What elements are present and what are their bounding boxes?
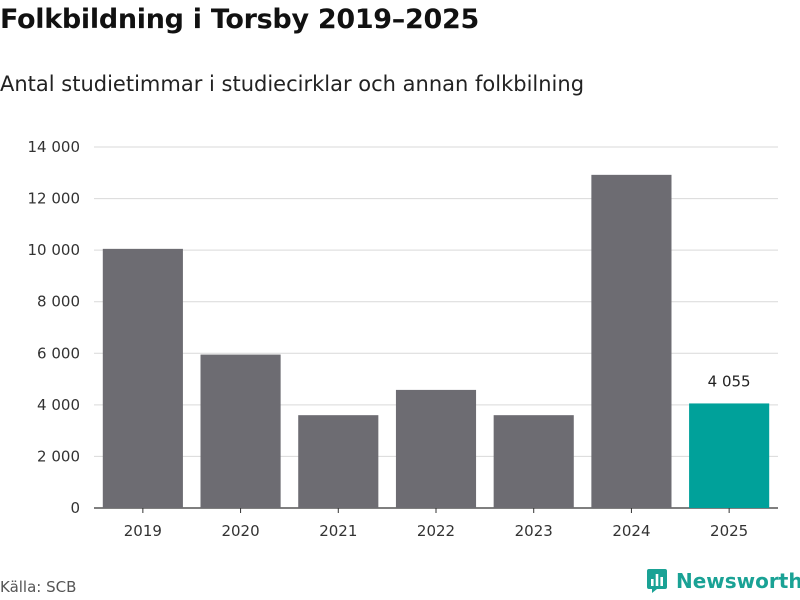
bars — [102, 174, 770, 508]
brand-name: Newsworthy — [676, 569, 800, 593]
y-tick-label: 10 000 — [28, 241, 81, 259]
y-tick-label: 6 000 — [37, 344, 80, 362]
y-tick-label: 12 000 — [28, 190, 81, 208]
bar-2020 — [200, 354, 281, 508]
data-label-2025: 4 055 — [708, 372, 751, 390]
y-tick-label: 0 — [70, 499, 80, 517]
x-tick-label: 2023 — [515, 522, 553, 540]
x-tick-label: 2021 — [319, 522, 357, 540]
bar-2022 — [395, 389, 477, 508]
bar-2025 — [689, 403, 770, 508]
x-axis-ticks: 2019 2020 2021 2022 2023 2024 2025 — [124, 508, 748, 540]
data-labels: 4 055 — [708, 372, 751, 390]
x-tick-label: 2025 — [710, 522, 748, 540]
newsworthy-logo-icon — [647, 569, 667, 593]
bar-2019 — [102, 248, 183, 508]
bar-2023 — [493, 415, 574, 508]
y-tick-label: 4 000 — [37, 396, 80, 414]
source-note: Källa: SCB — [0, 578, 77, 596]
y-axis-ticks: 0 2 000 4 000 6 000 8 000 10 000 12 000 14 000 — [28, 138, 81, 517]
y-tick-label: 2 000 — [37, 447, 80, 465]
chart-title: Folkbildning i Torsby 2019–2025 — [0, 4, 479, 35]
x-tick-label: 2024 — [612, 522, 650, 540]
brand-logo[interactable]: Newsworthy — [645, 568, 800, 594]
x-tick-label: 2022 — [417, 522, 455, 540]
x-tick-label: 2019 — [124, 522, 162, 540]
y-tick-label: 14 000 — [28, 138, 81, 156]
bar-2021 — [298, 415, 379, 508]
y-tick-label: 8 000 — [37, 293, 80, 311]
bar-2024 — [591, 174, 672, 508]
x-tick-label: 2020 — [221, 522, 259, 540]
chart-subtitle: Antal studietimmar i studiecirklar och a… — [0, 72, 585, 96]
